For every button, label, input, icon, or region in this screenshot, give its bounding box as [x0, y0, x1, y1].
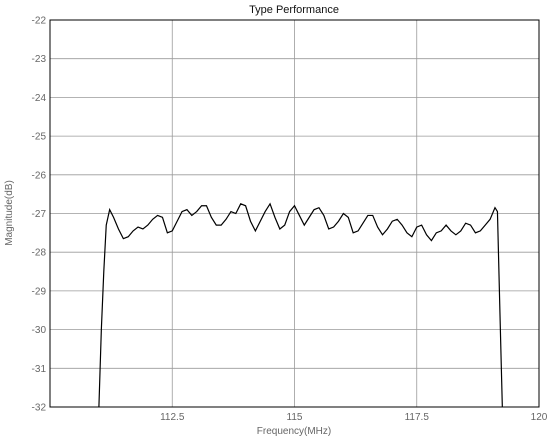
series-line — [98, 202, 503, 408]
y-tick-label: -27 — [32, 209, 47, 220]
y-tick-labels: -22 -23 -24 -25 -26 -27 -28 -29 -30 -31 -32 — [32, 16, 47, 414]
y-tick-label: -26 — [32, 170, 47, 181]
y-tick-label: -23 — [32, 54, 47, 65]
x-tick-label: 117.5 — [405, 412, 430, 423]
plot-frame — [49, 19, 540, 408]
y-tick-label: -32 — [32, 403, 47, 414]
y-tick-label: -29 — [32, 286, 47, 297]
y-tick-label: -22 — [32, 16, 47, 27]
chart-title: Type Performance — [249, 4, 339, 16]
y-tick-label: -31 — [32, 364, 47, 375]
y-tick-label: -24 — [32, 93, 47, 104]
y-tick-label: -28 — [32, 248, 47, 259]
y-tick-label: -25 — [32, 132, 47, 143]
y-axis-label: Magnitude(dB) — [4, 180, 15, 246]
x-tick-label: 120 — [531, 412, 548, 423]
y-tick-label: -30 — [32, 325, 47, 336]
x-tick-labels: 112.5 115 117.5 120 — [160, 412, 548, 423]
x-tick-label: 112.5 — [160, 412, 185, 423]
x-tick-label: 115 — [287, 412, 303, 423]
x-axis-label: Frequency(MHz) — [257, 426, 331, 437]
